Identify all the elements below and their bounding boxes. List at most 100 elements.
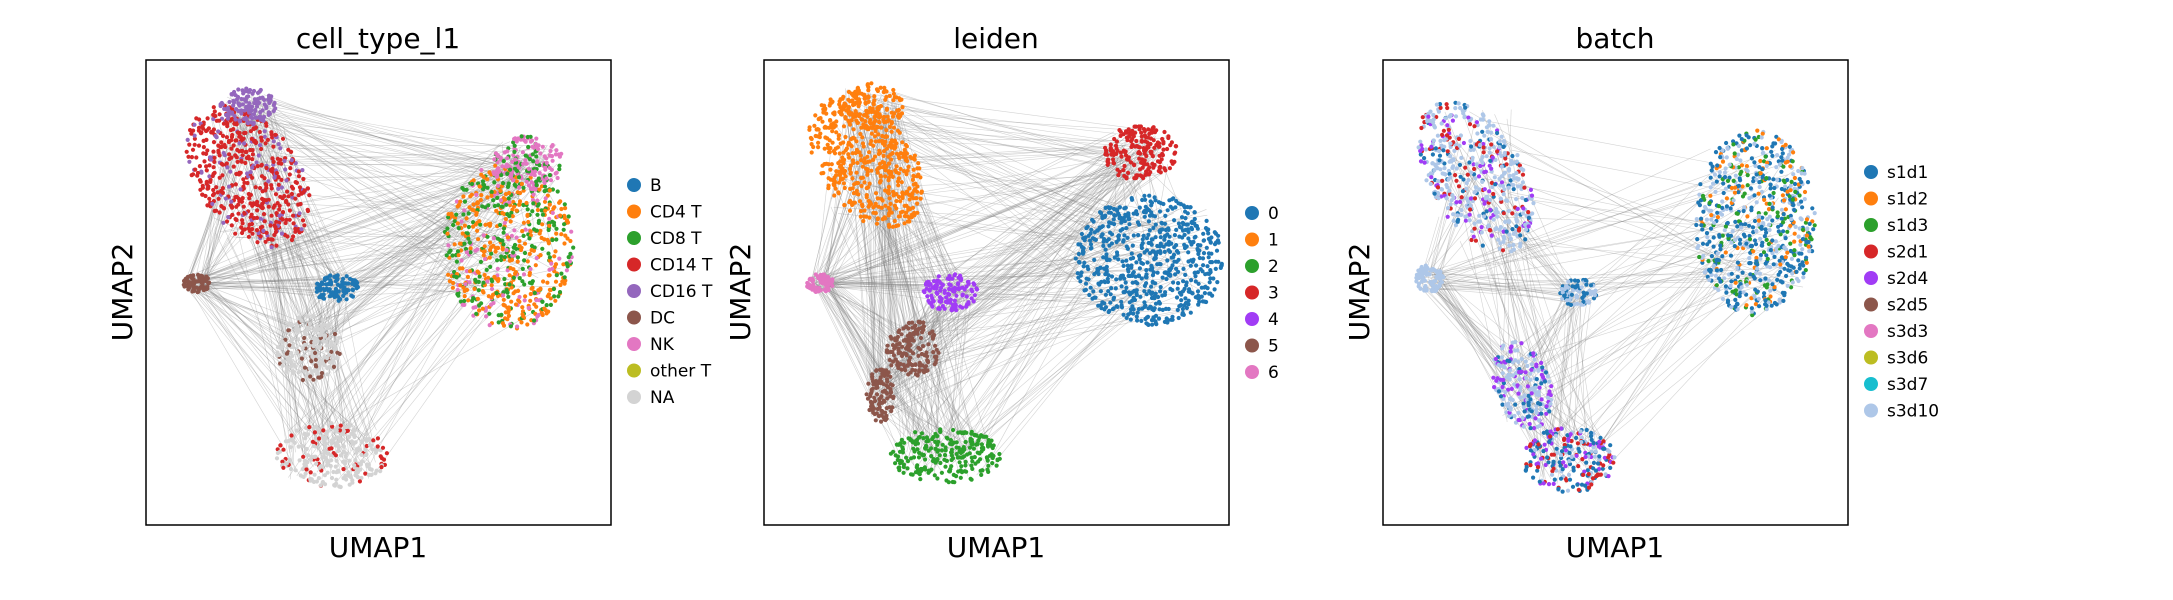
scatter-point — [273, 192, 279, 197]
edge-line — [304, 209, 528, 330]
scatter-point — [231, 100, 237, 105]
scatter-point — [1107, 206, 1112, 211]
scatter-point — [284, 369, 289, 374]
scatter-point — [1205, 264, 1210, 269]
scatter-point — [379, 456, 384, 461]
scatter-point — [863, 101, 868, 106]
scatter-point — [1118, 133, 1123, 138]
scatter-point — [1189, 258, 1194, 263]
scatter-point — [250, 116, 255, 121]
scatter-point — [317, 436, 322, 441]
scatter-point — [547, 255, 553, 260]
scatter-point — [367, 443, 373, 448]
scatter-point — [1158, 289, 1163, 294]
scatter-point — [252, 100, 257, 106]
scatter-point — [188, 274, 193, 279]
scatter-point — [488, 240, 493, 245]
edge-line — [845, 97, 1128, 226]
scatter-point — [505, 156, 510, 161]
scatter-point — [302, 335, 307, 341]
scatter-point — [285, 189, 290, 194]
scatter-point — [933, 343, 938, 348]
scatter-point — [1214, 248, 1220, 253]
scatter-point — [253, 107, 258, 113]
scatter-point — [243, 149, 248, 155]
scatter-point — [509, 210, 514, 215]
scatter-point — [254, 215, 260, 220]
scatter-point — [462, 294, 467, 299]
scatter-point — [1175, 286, 1180, 291]
scatter-point — [896, 223, 901, 228]
edge-line — [877, 120, 1148, 174]
scatter-point — [846, 105, 852, 110]
scatter-point — [241, 177, 246, 182]
edge-line — [971, 298, 1113, 302]
scatter-point — [918, 175, 923, 180]
scatter-point — [302, 458, 307, 463]
scatter-point — [899, 180, 904, 185]
edge-line — [288, 123, 522, 267]
scatter-point — [304, 375, 309, 380]
scatter-point — [300, 345, 305, 351]
scatter-point — [255, 164, 260, 169]
scatter-point — [1122, 276, 1127, 281]
scatter-point — [896, 171, 902, 176]
scatter-point — [227, 99, 232, 105]
scatter-point — [557, 163, 562, 168]
edge-line — [191, 286, 319, 357]
scatter-point — [1183, 216, 1188, 221]
scatter-point — [297, 185, 303, 190]
scatter-point — [1123, 129, 1129, 134]
scatter-point — [296, 169, 301, 174]
edge-line — [345, 162, 517, 470]
scatter-point — [307, 425, 312, 430]
scatter-point — [451, 280, 456, 286]
scatter-point — [1204, 245, 1209, 250]
scatter-point — [894, 206, 899, 211]
scatter-point — [1165, 258, 1170, 263]
scatter-point — [234, 107, 239, 112]
scatter-point — [1134, 144, 1139, 149]
scatter-point — [311, 443, 316, 449]
scatter-point — [334, 273, 339, 279]
scatter-point — [1112, 136, 1117, 142]
scatter-point — [1116, 233, 1121, 239]
scatter-point — [217, 118, 222, 123]
scatter-point — [923, 281, 929, 286]
scatter-point — [529, 180, 534, 185]
scatter-point — [287, 217, 292, 222]
scatter-point — [461, 285, 466, 290]
scatter-point — [833, 146, 838, 151]
scatter-point — [346, 288, 351, 293]
scatter-point — [512, 143, 517, 148]
scatter-point — [1215, 280, 1220, 285]
edge-line — [897, 136, 1146, 355]
scatter-point — [1123, 280, 1128, 285]
scatter-point — [208, 179, 213, 184]
scatter-point — [274, 211, 279, 216]
scatter-point — [882, 149, 887, 154]
scatter-point — [475, 296, 480, 301]
edge-line — [831, 173, 936, 294]
edge-line — [876, 126, 1161, 149]
scatter-point — [534, 298, 539, 303]
scatter-point — [465, 274, 470, 279]
edge-line — [250, 95, 503, 178]
scatter-point — [533, 169, 538, 174]
edge-line — [235, 113, 328, 347]
scatter-point — [830, 129, 835, 134]
scatter-point — [314, 364, 319, 369]
edge-line — [353, 208, 527, 285]
scatter-point — [502, 211, 507, 217]
edge-line — [847, 109, 1141, 176]
scatter-point — [509, 171, 514, 176]
scatter-point — [1152, 294, 1157, 299]
scatter-point — [1134, 138, 1139, 144]
scatter-point — [534, 183, 539, 188]
edge-line — [250, 117, 495, 258]
scatter-point — [904, 155, 909, 160]
scatter-point — [333, 427, 338, 433]
scatter-point — [838, 141, 843, 146]
edge-line — [253, 147, 520, 199]
scatter-point — [370, 447, 375, 452]
